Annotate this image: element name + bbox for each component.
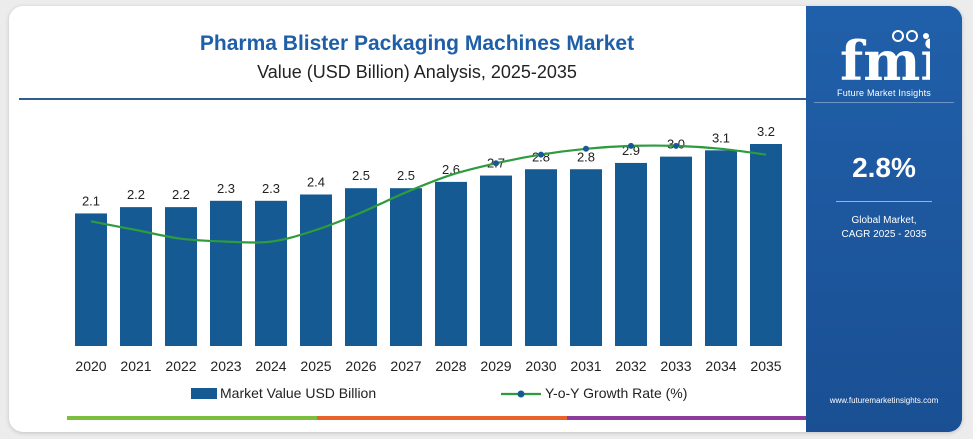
- bar-value-label-2021: 2.2: [127, 187, 145, 202]
- cagr-label-line1: Global Market,: [851, 215, 917, 226]
- x-tick-2023: 2023: [210, 358, 241, 374]
- bar-2022: [165, 207, 197, 346]
- bar-2023: [210, 200, 242, 346]
- growth-point-2029: [493, 160, 499, 167]
- chart-title: Pharma Blister Packaging Machines Market: [199, 32, 635, 55]
- bars-group: [75, 144, 782, 346]
- bar-value-label-2020: 2.1: [82, 193, 100, 208]
- bar-2035: [750, 144, 782, 346]
- bar-value-label-2025: 2.4: [307, 175, 325, 190]
- bar-2026: [345, 188, 377, 346]
- bottom-bar-purple: [567, 416, 815, 420]
- svg-text:fmi: fmi: [840, 29, 930, 86]
- legend-bar-label: Market Value USD Billion: [220, 385, 376, 401]
- x-tick-2026: 2026: [345, 358, 376, 374]
- legend: Market Value USD Billion Y-o-Y Growth Ra…: [191, 385, 687, 401]
- growth-points-group: [493, 142, 679, 167]
- bar-2033: [660, 156, 692, 346]
- bar-value-label-2031: 2.8: [577, 149, 595, 164]
- legend-line-marker: [517, 390, 525, 398]
- fmi-logo: fmi Future Market Insights: [814, 16, 954, 103]
- x-tick-2033: 2033: [660, 358, 691, 374]
- x-tick-2021: 2021: [120, 358, 151, 374]
- growth-point-2032: [628, 142, 634, 149]
- cagr-label: Global Market, CAGR 2025 - 2035: [806, 214, 962, 242]
- bottom-bar-green: [67, 416, 317, 420]
- x-tick-2027: 2027: [390, 358, 421, 374]
- bar-value-label-2026: 2.5: [352, 168, 370, 183]
- chart-panel: Pharma Blister Packaging Machines Market…: [19, 14, 815, 420]
- cagr-value: 2.8%: [852, 152, 916, 183]
- bar-2020: [75, 213, 107, 346]
- cagr-label-line2: CAGR 2025 - 2035: [841, 229, 927, 240]
- header-divider: [19, 98, 815, 100]
- bar-value-label-2034: 3.1: [712, 130, 730, 145]
- growth-point-2031: [583, 145, 589, 152]
- bar-2031: [570, 169, 602, 346]
- bar-value-label-2035: 3.2: [757, 124, 775, 139]
- chart-card: Pharma Blister Packaging Machines Market…: [9, 6, 962, 432]
- legend-line-label: Y-o-Y Growth Rate (%): [545, 385, 687, 401]
- bottom-bar-orange: [317, 416, 567, 420]
- chart-subtitle: Value (USD Billion) Analysis, 2025-2035: [257, 62, 577, 82]
- logo-text: Future Market Insights: [837, 88, 931, 98]
- x-tick-2030: 2030: [525, 358, 556, 374]
- bar-2025: [300, 194, 332, 346]
- growth-point-2033: [673, 142, 679, 149]
- bar-2029: [480, 175, 512, 346]
- bar-value-label-2024: 2.3: [262, 181, 280, 196]
- x-tick-2035: 2035: [750, 358, 781, 374]
- x-tick-2025: 2025: [300, 358, 331, 374]
- x-tick-2028: 2028: [435, 358, 466, 374]
- x-tick-2024: 2024: [255, 358, 286, 374]
- bar-2024: [255, 200, 287, 346]
- x-tick-2020: 2020: [75, 358, 106, 374]
- bar-value-label-2022: 2.2: [172, 187, 190, 202]
- cagr-divider: [836, 201, 932, 202]
- bar-value-label-2023: 2.3: [217, 181, 235, 196]
- bar-value-label-2027: 2.5: [397, 168, 415, 183]
- fmi-logo-icon: fmi: [840, 29, 930, 86]
- growth-line: [90, 144, 767, 244]
- bar-2027: [390, 188, 422, 346]
- x-tick-2022: 2022: [165, 358, 196, 374]
- bar-2030: [525, 169, 557, 346]
- x-tick-2034: 2034: [705, 358, 736, 374]
- website-link[interactable]: www.futuremarketinsights.com: [829, 396, 939, 405]
- x-tick-2029: 2029: [480, 358, 511, 374]
- sidebar-panel: fmi Future Market Insights 2.8% Global M…: [806, 6, 962, 432]
- chart-plot: 2.12.22.22.32.32.42.52.52.62.72.82.82.93…: [75, 124, 782, 401]
- x-tick-2031: 2031: [570, 358, 601, 374]
- growth-point-2030: [538, 151, 544, 158]
- bar-2034: [705, 150, 737, 346]
- x-tick-labels-group: 2020 2021 2022 2023 2024 2025 2026 2027 2028 2029…: [75, 358, 781, 374]
- legend-bar-swatch: [191, 388, 217, 399]
- bar-2028: [435, 181, 467, 346]
- x-tick-2032: 2032: [615, 358, 646, 374]
- bar-2032: [615, 162, 647, 346]
